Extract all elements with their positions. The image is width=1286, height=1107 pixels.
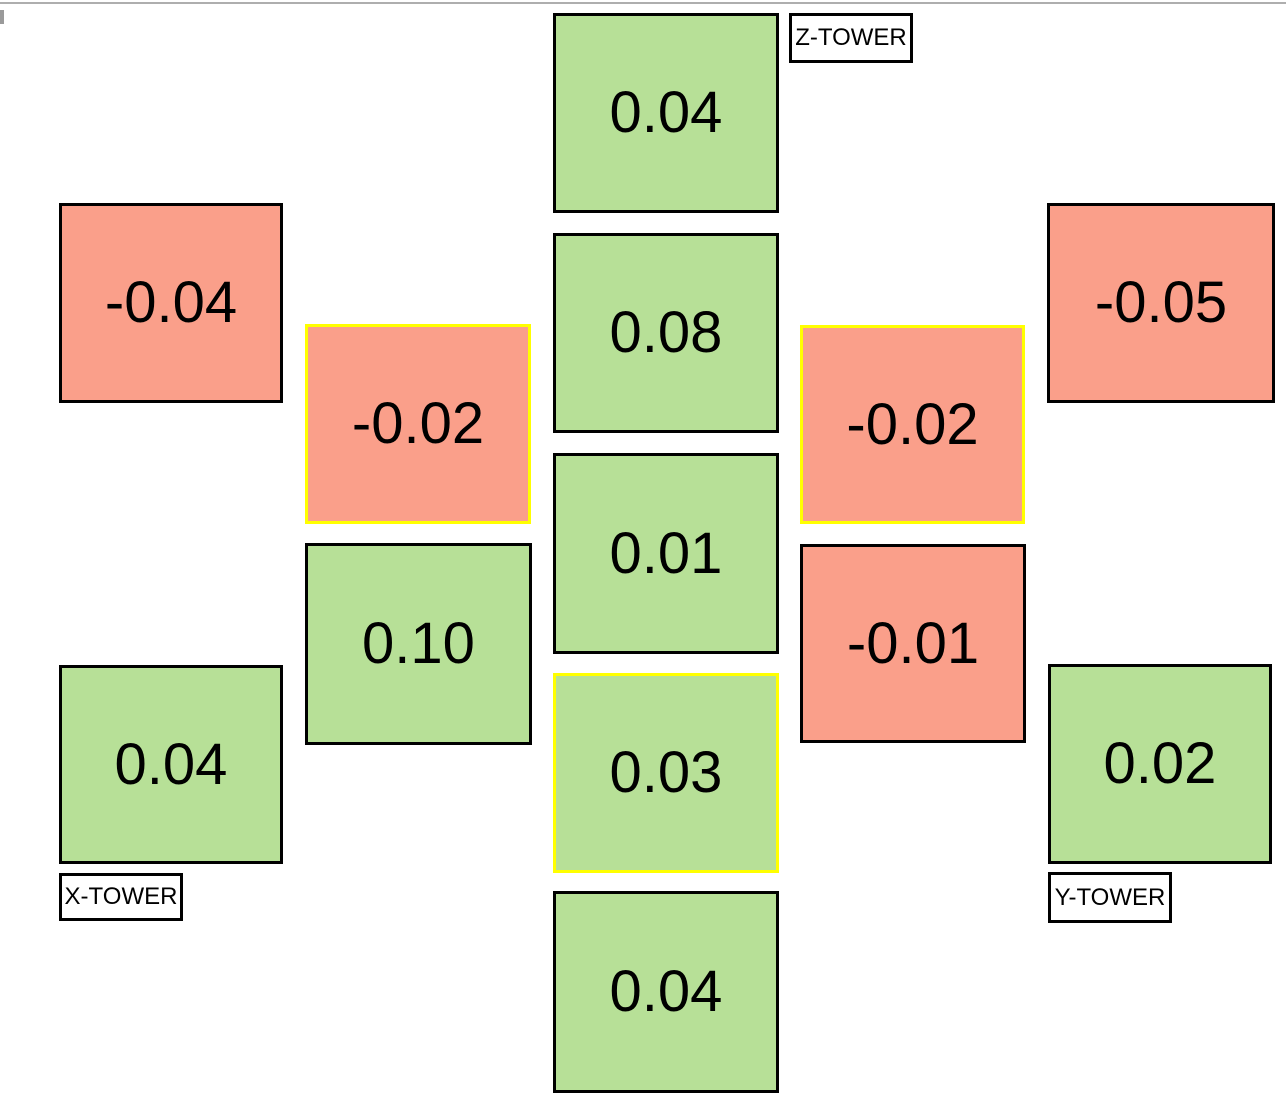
probe-cell-left-outer-bottom[interactable]: 0.04 (59, 665, 283, 864)
tower-label-x: X-TOWER (59, 873, 183, 921)
probe-cell-right-outer-top[interactable]: -0.05 (1047, 203, 1275, 403)
probe-cell-right-inner-top[interactable]: -0.02 (800, 325, 1025, 524)
probe-cell-right-inner-bottom[interactable]: -0.01 (800, 544, 1026, 743)
probe-cell-center-bottom[interactable]: 0.04 (553, 891, 779, 1093)
window-edge-line (0, 2, 1286, 4)
probe-cell-left-inner-bottom[interactable]: 0.10 (305, 543, 532, 745)
probe-cell-left-inner-top[interactable]: -0.02 (305, 324, 531, 524)
probe-cell-right-outer-bottom[interactable]: 0.02 (1048, 664, 1272, 864)
window-edge-notch (0, 10, 4, 24)
probe-cell-center-upper[interactable]: 0.08 (553, 233, 779, 433)
probe-cell-center-top[interactable]: 0.04 (553, 13, 779, 213)
tower-label-y: Y-TOWER (1048, 872, 1172, 923)
probe-cell-left-outer-top[interactable]: -0.04 (59, 203, 283, 403)
probe-cell-center-middle[interactable]: 0.01 (553, 453, 779, 654)
tower-label-z: Z-TOWER (789, 13, 913, 63)
probe-cell-center-lower[interactable]: 0.03 (553, 673, 779, 873)
